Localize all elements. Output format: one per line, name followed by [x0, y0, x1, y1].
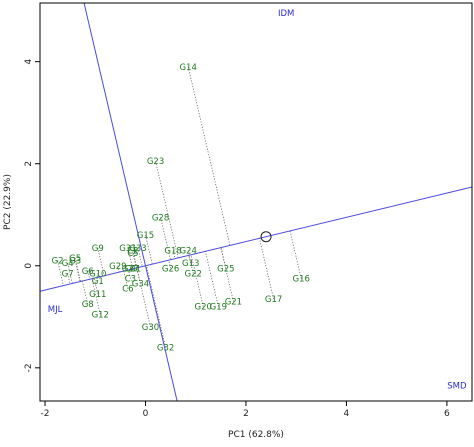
x-axis-title: PC1 (62.8%) — [228, 430, 284, 440]
aec-axes-layer — [40, 3, 472, 401]
genotype-label-g22: G22 — [185, 269, 202, 279]
projection-line-g19 — [205, 251, 218, 306]
genotype-label-g5: G5 — [69, 254, 81, 264]
genotype-label-g24: G24 — [179, 246, 196, 256]
genotype-label-c6: C6 — [122, 285, 133, 295]
projection-line-g23 — [156, 161, 179, 258]
genotype-label-g25: G25 — [217, 264, 234, 274]
genotype-label-g7: G7 — [62, 269, 74, 279]
genotype-label-g10: G10 — [89, 269, 106, 279]
projection-line-g17 — [259, 238, 273, 299]
genotype-label-g14: G14 — [179, 63, 196, 73]
genotype-label-g20: G20 — [195, 303, 212, 313]
genotype-label-g9: G9 — [92, 244, 104, 254]
y-axis-title: PC2 (22.9%) — [3, 174, 13, 230]
genotype-label-g28: G28 — [152, 213, 169, 223]
x-tick-label: 2 — [243, 409, 249, 419]
genotype-label-g13: G13 — [182, 259, 199, 269]
aec-ordinate-line — [84, 3, 177, 401]
environment-label-smd: SMD — [447, 382, 467, 392]
y-tick-label: 2 — [24, 161, 34, 167]
genotype-label-g16: G16 — [293, 275, 310, 285]
genotype-label-g30: G30 — [142, 323, 159, 333]
ticks-layer: -2 0 2 4 6 -2 0 2 4 — [24, 59, 450, 419]
x-tick-label: -2 — [41, 409, 50, 419]
projection-lines-layer — [58, 67, 302, 348]
genotype-label-g12: G12 — [92, 310, 109, 320]
genotype-label-g15: G15 — [137, 231, 154, 241]
x-tick-label: 0 — [143, 409, 149, 419]
genotype-label-g17: G17 — [265, 295, 282, 305]
y-tick-label: -2 — [24, 363, 34, 372]
genotype-label-g23: G23 — [147, 157, 164, 167]
x-tick-label: 4 — [344, 409, 350, 419]
plot-frame — [40, 3, 472, 401]
projection-line-g16 — [290, 231, 301, 279]
genotype-label-c3: C3 — [125, 275, 136, 285]
genotype-label-g11: G11 — [89, 290, 106, 300]
genotype-label-g32: G32 — [157, 343, 174, 353]
genotype-label-c4: C4 — [125, 264, 136, 274]
x-tick-label: 6 — [444, 409, 450, 419]
genotype-label-g21: G21 — [225, 298, 242, 308]
y-tick-label: 4 — [24, 59, 34, 65]
genotype-label-c5: C5 — [127, 249, 138, 259]
y-tick-label: 0 — [24, 263, 34, 269]
environment-label-mjl: MJL — [48, 305, 63, 315]
projection-line-g21 — [221, 248, 234, 302]
environment-label-idm: IDM — [278, 9, 294, 19]
genotype-label-g8: G8 — [82, 300, 94, 310]
genotype-label-g26: G26 — [162, 264, 179, 274]
projection-line-g14 — [188, 67, 230, 246]
projection-line-g32 — [146, 266, 165, 348]
